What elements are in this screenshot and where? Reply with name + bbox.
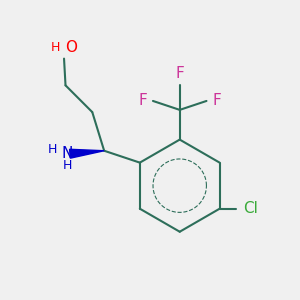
Text: F: F: [212, 94, 221, 109]
Text: H: H: [51, 41, 60, 54]
Text: F: F: [139, 94, 147, 109]
Text: H: H: [62, 159, 72, 172]
Text: H: H: [48, 143, 58, 156]
Text: N: N: [62, 146, 73, 161]
Text: Cl: Cl: [243, 201, 258, 216]
Polygon shape: [70, 149, 104, 158]
Text: O: O: [65, 40, 77, 55]
Text: F: F: [175, 66, 184, 81]
